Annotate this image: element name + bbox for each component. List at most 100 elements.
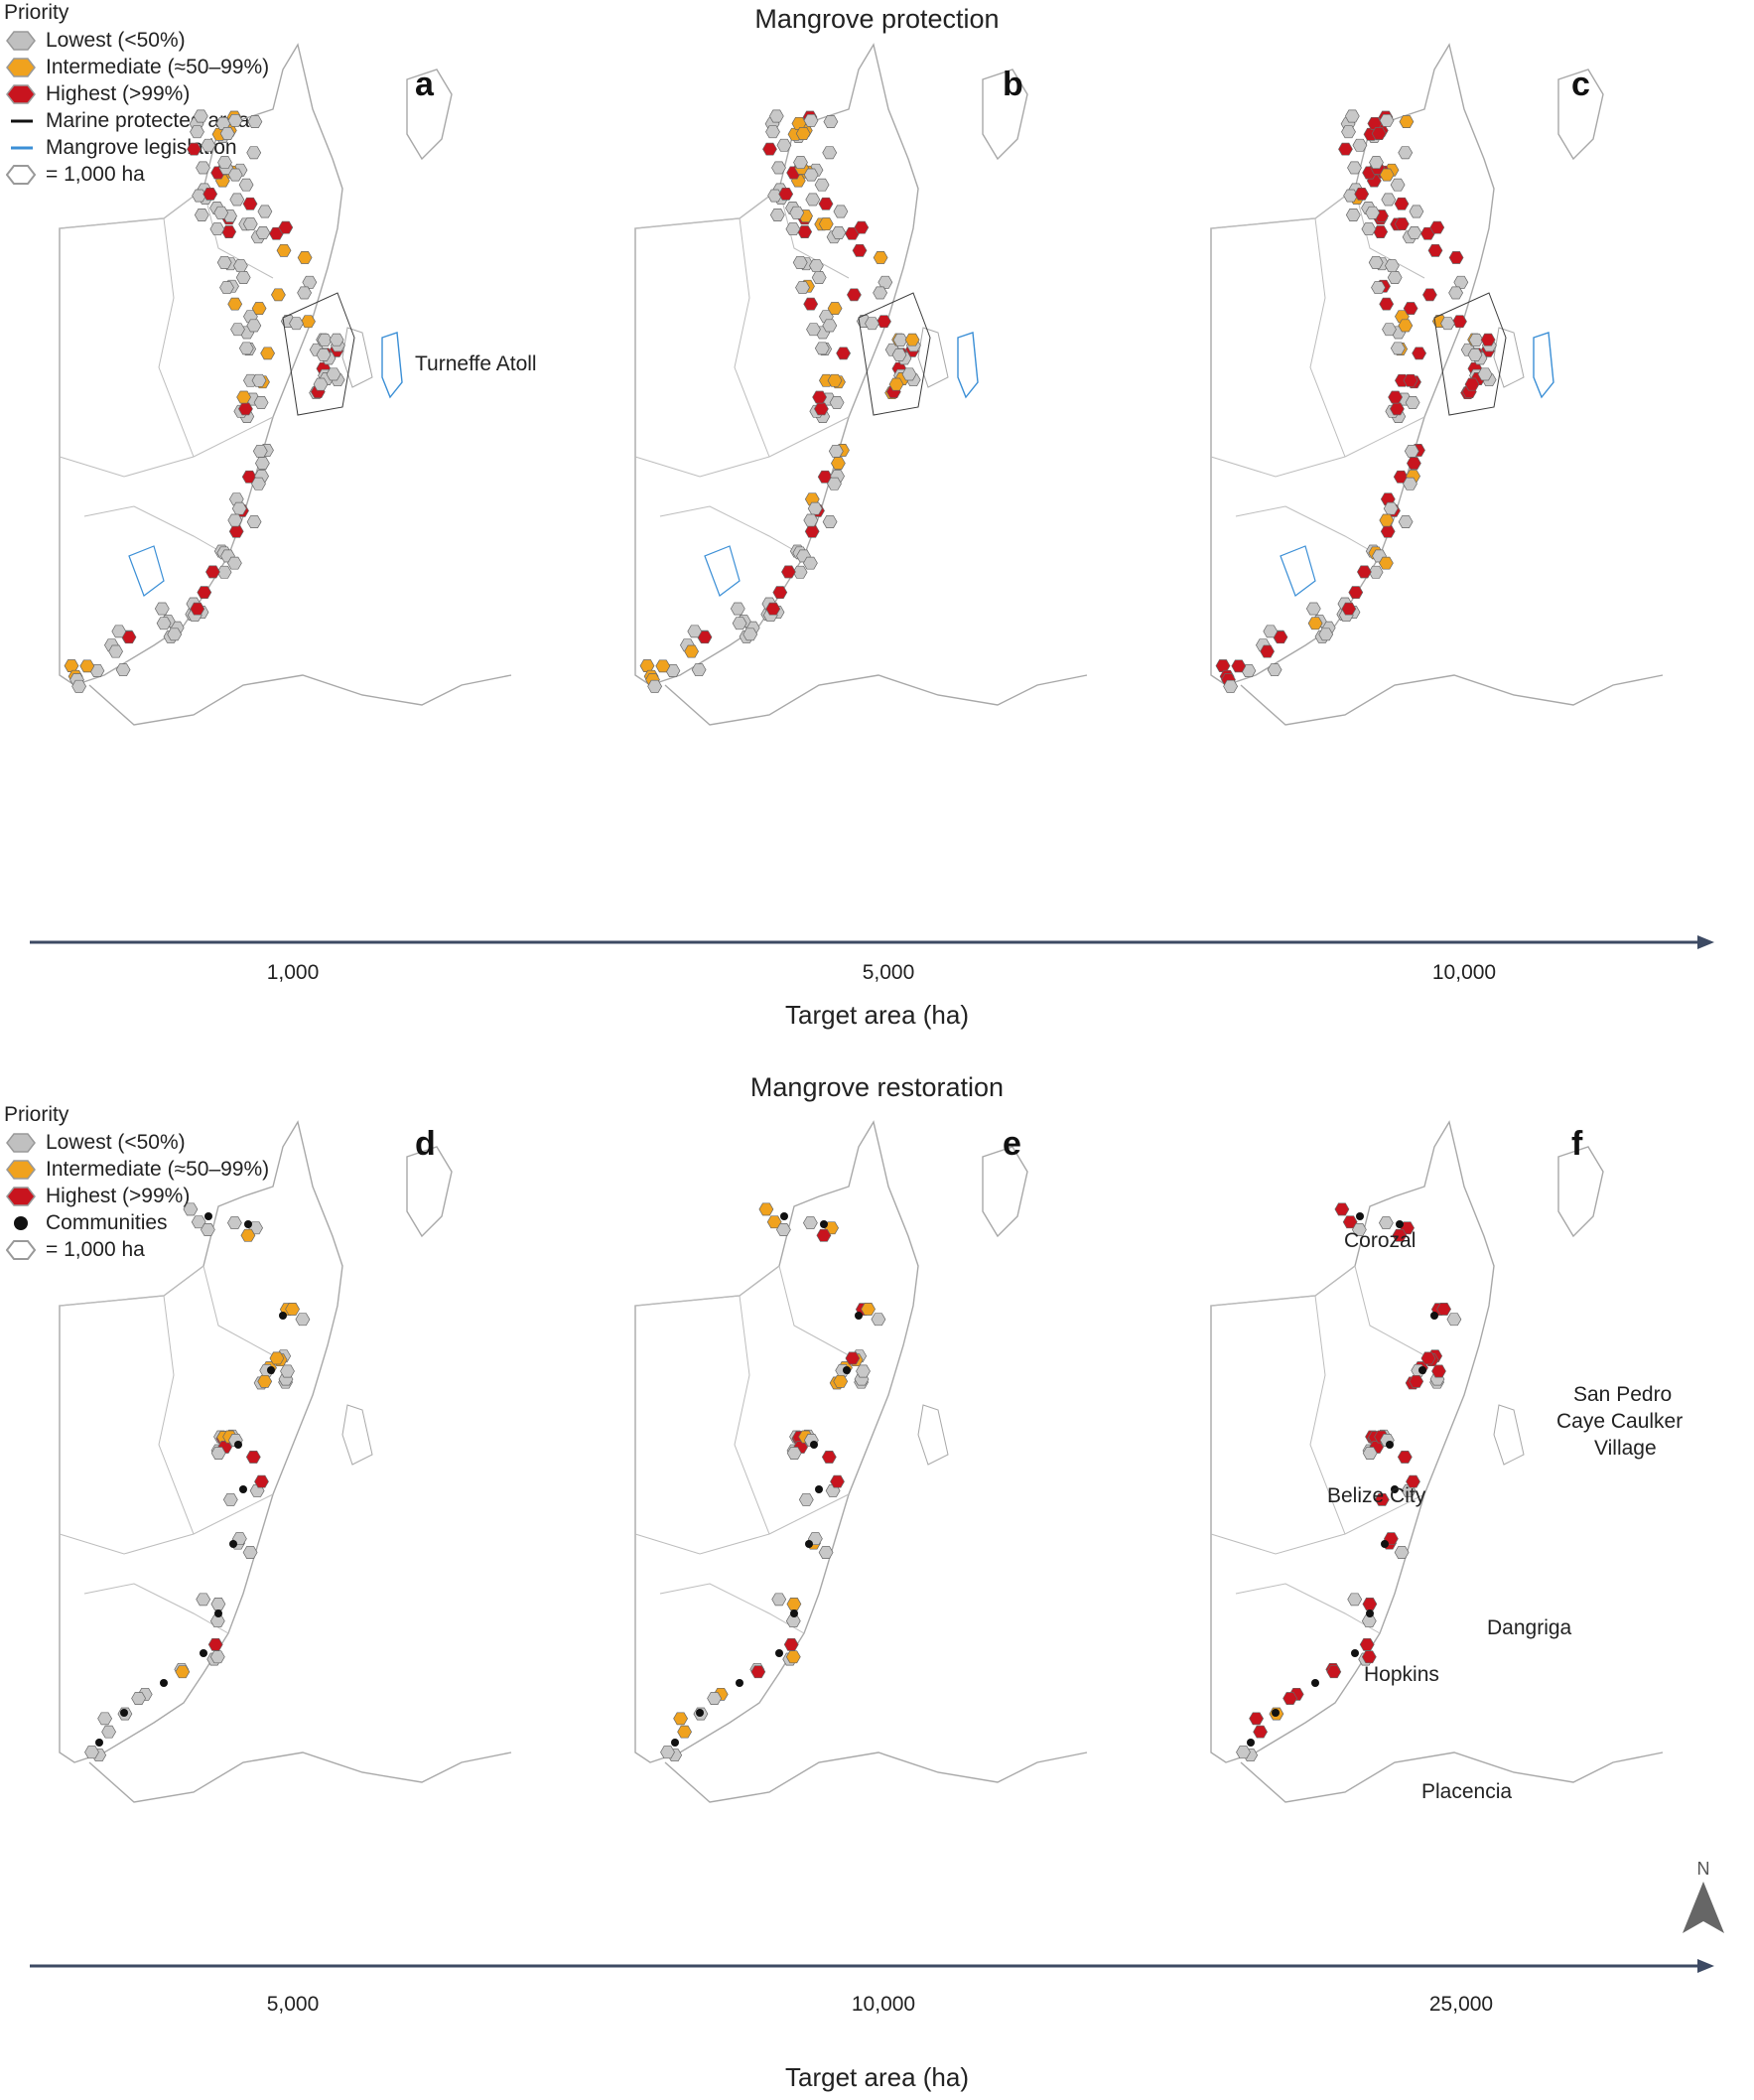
panel-letter-e: e: [1003, 1125, 1021, 1163]
planning-hexagon: [1403, 477, 1417, 490]
planning-hexagon: [789, 206, 805, 219]
planning-hexagon: [207, 1637, 223, 1651]
planning-hexagon: [269, 1351, 285, 1365]
planning-hexagon: [1359, 1637, 1375, 1651]
planning-hexagon: [1373, 225, 1389, 238]
community-dot: [855, 1312, 863, 1320]
planning-hexagon: [175, 1665, 191, 1679]
blue-line-icon: [4, 137, 38, 159]
map-panel-c: [1210, 43, 1664, 726]
hexagon-layer: [1215, 109, 1497, 693]
place-label-corozal: Corozal: [1344, 1229, 1417, 1252]
planning-hexagon: [1368, 255, 1384, 269]
map-panel-d: [59, 1120, 512, 1803]
community-dot: [1247, 1739, 1255, 1747]
planning-hexagon: [260, 347, 276, 360]
planning-hexagon: [1467, 348, 1483, 361]
legend-item-lowest: Lowest (<50%): [4, 27, 269, 54]
planning-hexagon: [237, 402, 253, 416]
planning-hexagon: [873, 286, 888, 300]
planning-hexagon: [892, 333, 908, 347]
planning-hexagon: [1374, 1492, 1390, 1506]
planning-hexagon: [852, 243, 868, 257]
place-label-village: Village: [1594, 1437, 1657, 1460]
planning-hexagon: [1362, 1598, 1378, 1610]
community-dot: [820, 1220, 828, 1228]
planning-hexagon: [904, 333, 920, 347]
planning-hexagon: [845, 1351, 861, 1365]
restoration-legend: Priority Lowest (<50%) Intermediate (≈50…: [4, 1102, 269, 1263]
planning-hexagon: [811, 271, 827, 284]
planning-hexagon: [204, 565, 220, 579]
planning-hexagon: [833, 1374, 849, 1388]
planning-hexagon: [1267, 663, 1282, 677]
planning-hexagon: [1394, 197, 1410, 210]
planning-hexagon: [1403, 302, 1418, 315]
planning-hexagon: [317, 333, 333, 347]
community-dot: [843, 1366, 851, 1374]
planning-hexagon: [1406, 457, 1421, 470]
planning-hexagon: [1403, 373, 1418, 387]
planning-hexagon: [245, 1451, 261, 1464]
red-hexagon-icon: [4, 1186, 38, 1207]
hexagon-layer: [639, 109, 921, 693]
restoration-axis-arrow: [30, 1959, 1714, 1973]
community-dot: [160, 1679, 168, 1687]
planning-hexagon: [767, 189, 783, 203]
planning-hexagon: [111, 625, 127, 638]
legend-label: = 1,000 ha: [46, 1237, 145, 1261]
planning-hexagon: [1347, 1593, 1363, 1607]
panel-letter-c: c: [1571, 66, 1590, 103]
planning-hexagon: [1362, 1447, 1378, 1460]
planning-hexagon: [227, 513, 243, 527]
planning-hexagon: [1446, 1313, 1462, 1327]
hexagon-layer: [64, 109, 345, 693]
island-outline: [341, 1404, 373, 1466]
planning-hexagon: [772, 586, 788, 600]
map-panel-e: [634, 1120, 1088, 1803]
planning-hexagon: [655, 659, 671, 673]
land-outline: [1210, 1120, 1664, 1803]
planning-hexagon: [836, 347, 852, 360]
planning-hexagon: [242, 1546, 258, 1559]
planning-hexagon: [1383, 501, 1399, 515]
planning-hexagon: [818, 197, 834, 210]
outline-hexagon-icon: [4, 1239, 38, 1261]
planning-hexagon: [762, 142, 777, 156]
planning-hexagon: [301, 315, 316, 329]
planning-hexagon: [316, 348, 332, 361]
planning-hexagon: [194, 209, 209, 221]
legend-label: Communities: [46, 1210, 168, 1234]
planning-hexagon: [802, 556, 818, 570]
island-outline: [1557, 1146, 1604, 1238]
planning-hexagon: [313, 377, 329, 391]
planning-hexagon: [1361, 222, 1377, 236]
community-dot: [1396, 1220, 1404, 1228]
island-outline: [917, 327, 949, 388]
island-outline: [1493, 327, 1525, 388]
planning-hexagon: [1477, 367, 1493, 381]
planning-hexagon: [647, 679, 663, 693]
planning-hexagon: [783, 1637, 799, 1651]
legend-label: Intermediate (≈50–99%): [46, 1157, 270, 1181]
planning-hexagon: [775, 1223, 791, 1236]
planning-hexagon: [765, 125, 780, 139]
community-dot: [1430, 1312, 1438, 1320]
planning-hexagon: [246, 319, 262, 333]
place-label-hopkins: Hopkins: [1364, 1663, 1439, 1686]
planning-hexagon: [768, 109, 784, 123]
community-dot: [775, 1649, 783, 1657]
planning-hexagon: [1347, 161, 1362, 175]
map-panel-b: [634, 43, 1088, 726]
planning-hexagon: [216, 255, 232, 269]
planning-hexagon: [816, 1228, 832, 1242]
planning-hexagon: [213, 206, 229, 219]
planning-hexagon: [812, 390, 828, 404]
planning-hexagon: [776, 138, 792, 152]
panel-letter-a: a: [415, 66, 434, 103]
island-outline: [917, 1404, 949, 1466]
planning-hexagon: [1215, 659, 1231, 672]
planning-hexagon: [1468, 333, 1484, 347]
planning-hexagon: [254, 1474, 269, 1488]
planning-hexagon: [807, 501, 823, 515]
